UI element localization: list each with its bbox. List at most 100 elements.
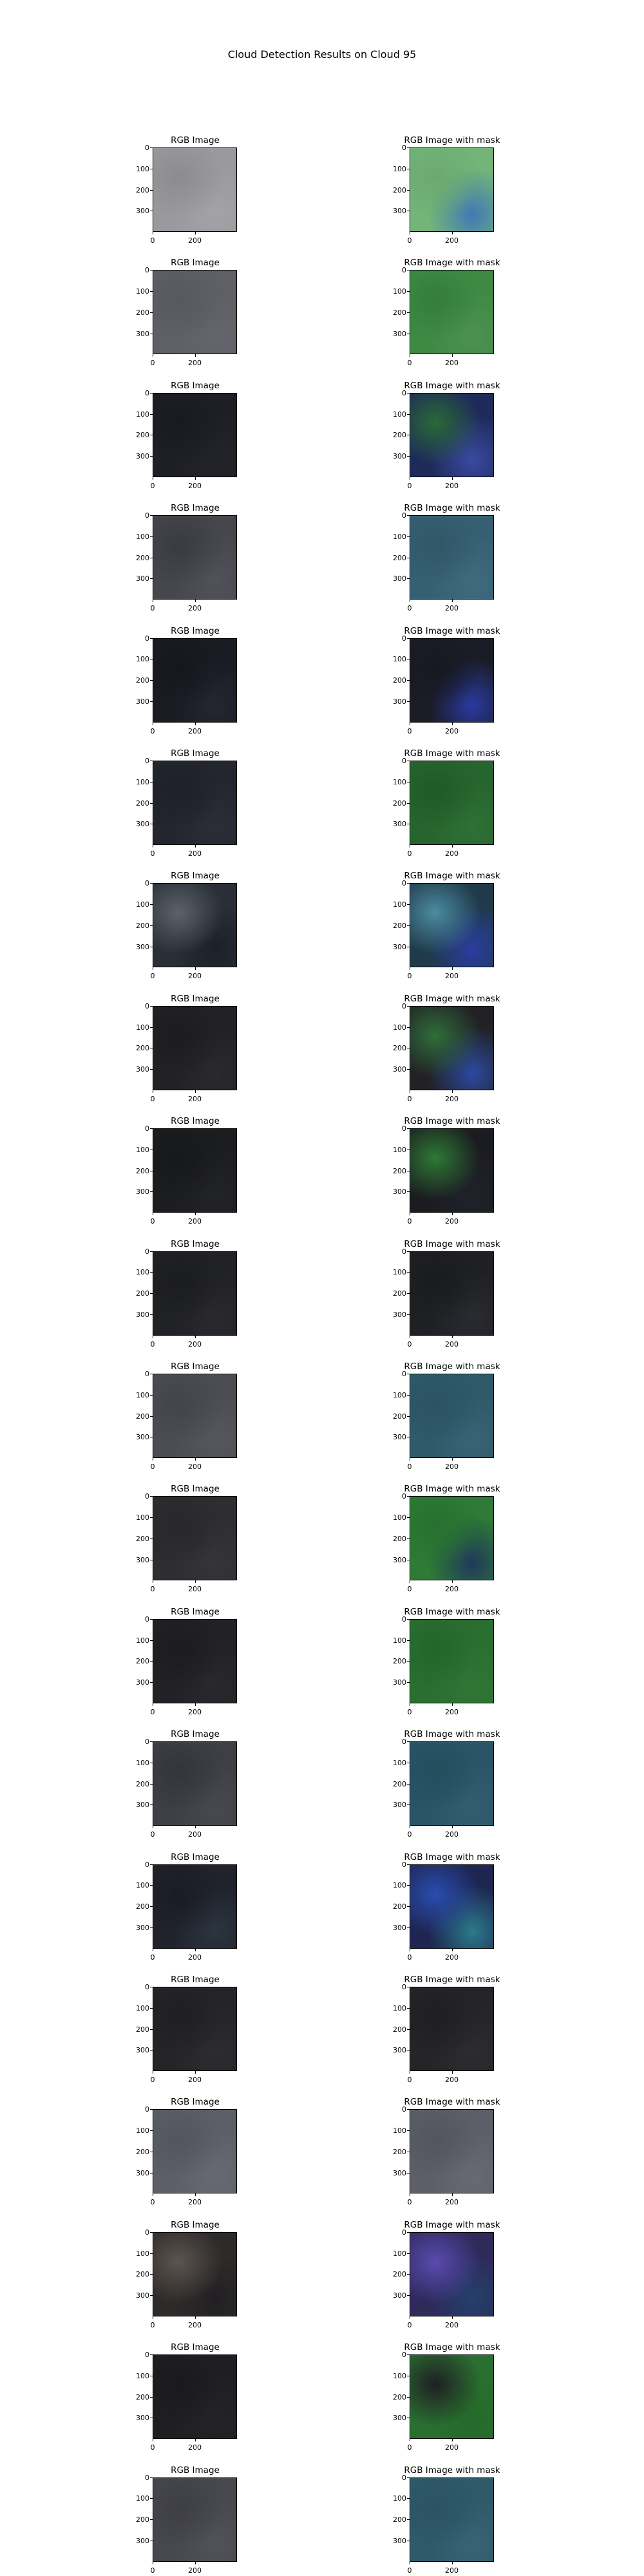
x-tick-label: 0 xyxy=(407,1830,412,1839)
y-tick-label: 200 xyxy=(393,185,406,194)
x-tick xyxy=(194,1335,196,1338)
y-tick-label: 100 xyxy=(393,777,406,786)
y-tick xyxy=(407,925,410,926)
panel-title: RGB Image xyxy=(171,1606,220,1617)
rgb-image xyxy=(153,515,237,600)
panel-title: RGB Image with mask xyxy=(404,1852,500,1862)
y-tick xyxy=(407,147,410,148)
x-tick xyxy=(194,477,196,480)
y-tick-label: 200 xyxy=(393,1779,406,1788)
y-tick xyxy=(150,1885,153,1886)
y-tick-label: 0 xyxy=(402,879,406,888)
rgb-mask-panel: RGB Image with mask 0 100 200 300 0 200 xyxy=(393,1975,500,2084)
y-tick xyxy=(407,189,410,191)
y-tick xyxy=(407,536,410,537)
y-tick-label: 200 xyxy=(393,2515,406,2524)
y-tick xyxy=(407,2231,410,2233)
y-tick-label: 300 xyxy=(393,329,406,338)
x-tick-label: 0 xyxy=(407,1953,412,1962)
y-tick xyxy=(150,578,153,580)
x-tick xyxy=(194,1458,196,1461)
y-tick xyxy=(150,1496,153,1497)
y-tick xyxy=(407,2029,410,2030)
y-tick-label: 200 xyxy=(136,1166,149,1175)
x-tick-label: 0 xyxy=(150,1094,155,1103)
x-tick-label: 200 xyxy=(445,1953,459,1962)
rgb-mask-panel: RGB Image with mask 0 100 200 300 0 200 xyxy=(393,258,500,367)
x-tick xyxy=(194,2071,196,2074)
y-tick-label: 0 xyxy=(145,2351,149,2360)
rgb-mask-panel: RGB Image with mask 0 100 200 300 0 200 xyxy=(393,135,500,245)
rgb-mask-panel: RGB Image with mask 0 100 200 300 0 200 xyxy=(393,1607,500,1716)
x-tick-label: 200 xyxy=(188,2076,202,2084)
y-tick xyxy=(150,925,153,926)
y-tick-label: 0 xyxy=(402,2473,406,2482)
panel-title: RGB Image xyxy=(171,1975,220,1985)
y-tick-label: 0 xyxy=(145,1370,149,1378)
y-tick-label: 200 xyxy=(136,2147,149,2156)
y-tick-label: 200 xyxy=(136,1044,149,1053)
x-tick-label: 200 xyxy=(188,726,202,735)
y-tick-label: 0 xyxy=(145,757,149,765)
x-tick-label: 0 xyxy=(150,726,155,735)
y-tick xyxy=(407,1864,410,1865)
y-tick-label: 0 xyxy=(145,634,149,643)
x-tick xyxy=(194,1826,196,1829)
rgb-image xyxy=(153,883,237,968)
x-tick xyxy=(194,2316,196,2319)
x-tick-label: 0 xyxy=(407,2198,412,2207)
x-tick-label: 0 xyxy=(407,2566,412,2575)
y-tick-label: 100 xyxy=(393,655,406,664)
y-tick xyxy=(407,2396,410,2398)
y-tick xyxy=(407,2354,410,2356)
y-tick-label: 200 xyxy=(136,553,149,562)
y-tick-label: 300 xyxy=(393,1188,406,1197)
panel-title: RGB Image with mask xyxy=(404,2097,500,2108)
panel-title: RGB Image xyxy=(171,2342,220,2353)
x-tick-label: 200 xyxy=(445,2320,459,2329)
panel-title: RGB Image with mask xyxy=(404,135,500,146)
x-tick xyxy=(451,1213,453,1216)
x-tick xyxy=(194,967,196,971)
rgb-mask-panel: RGB Image with mask 0 100 200 300 0 200 xyxy=(393,1852,500,1962)
x-tick-label: 200 xyxy=(445,1707,459,1716)
rgb-image xyxy=(153,1987,237,2071)
x-tick-label: 200 xyxy=(445,1463,459,1471)
y-tick-label: 100 xyxy=(393,2371,406,2380)
x-tick-label: 0 xyxy=(407,1094,412,1103)
rgb-mask-panel: RGB Image with mask 0 100 200 300 0 200 xyxy=(393,2220,500,2329)
panel-title: RGB Image with mask xyxy=(404,993,500,1004)
rgb-mask-panel: RGB Image with mask 0 100 200 300 0 200 xyxy=(393,1361,500,1471)
x-tick-label: 200 xyxy=(188,2320,202,2329)
y-tick-label: 0 xyxy=(145,511,149,520)
y-tick xyxy=(407,1927,410,1928)
y-tick-label: 0 xyxy=(145,1860,149,1869)
y-tick xyxy=(150,2253,153,2254)
rgb-image xyxy=(153,147,237,232)
y-tick xyxy=(150,1272,153,1273)
y-tick xyxy=(407,2172,410,2174)
rgb-mask-panel: RGB Image with mask 0 100 200 300 0 200 xyxy=(393,503,500,612)
rgb-image-panel: RGB Image 0 100 200 300 0 200 xyxy=(136,1729,237,1839)
y-tick-label: 300 xyxy=(136,1923,149,1932)
y-tick xyxy=(407,638,410,639)
y-tick-label: 0 xyxy=(402,2351,406,2360)
panel-title: RGB Image xyxy=(171,1852,220,1862)
x-tick xyxy=(194,2439,196,2442)
panel-title: RGB Image with mask xyxy=(404,380,500,391)
y-tick-label: 200 xyxy=(393,1657,406,1666)
x-tick-label: 0 xyxy=(150,2198,155,2207)
panel-title: RGB Image with mask xyxy=(404,1238,500,1249)
rgb-image-panel: RGB Image 0 100 200 300 0 200 xyxy=(136,1484,237,1593)
x-tick-label: 200 xyxy=(445,2443,459,2452)
y-tick-label: 200 xyxy=(393,2025,406,2034)
x-tick xyxy=(194,600,196,603)
y-tick-label: 100 xyxy=(393,410,406,419)
y-tick xyxy=(150,1005,153,1007)
y-tick-label: 100 xyxy=(393,2249,406,2258)
y-tick xyxy=(150,1251,153,1252)
rgb-image-with-mask xyxy=(410,270,494,355)
y-tick xyxy=(407,2477,410,2478)
rgb-image-panel: RGB Image 0 100 200 300 0 200 xyxy=(136,1607,237,1716)
